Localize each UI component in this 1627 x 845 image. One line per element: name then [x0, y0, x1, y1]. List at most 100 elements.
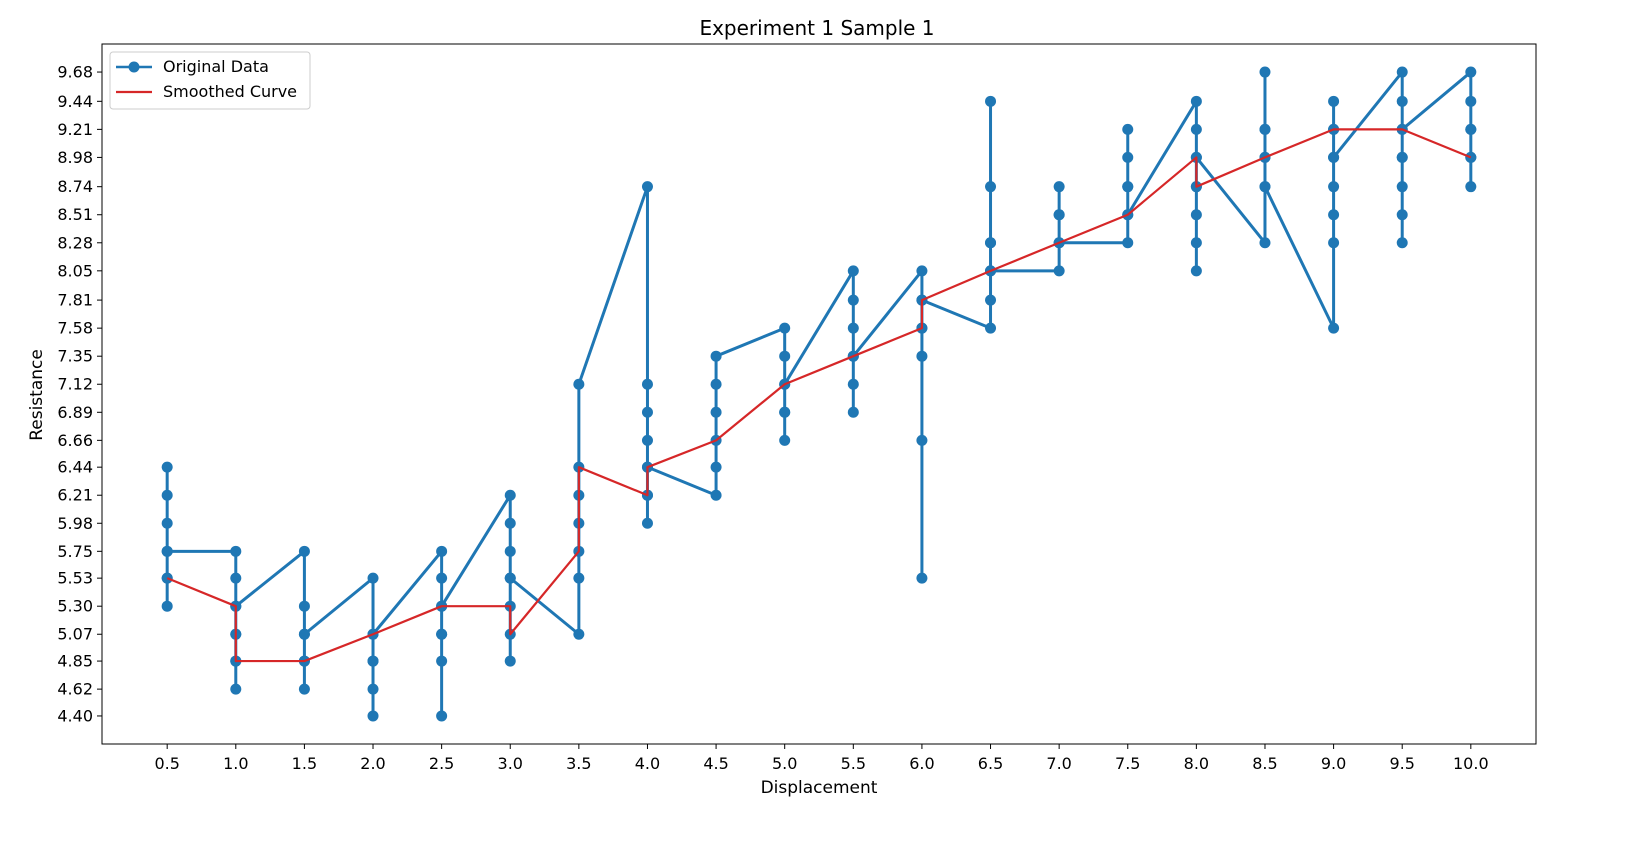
data-point: [1122, 237, 1134, 249]
data-point: [1328, 151, 1340, 163]
data-point: [230, 683, 242, 695]
plot-frame: [101, 43, 1537, 745]
data-point: [916, 265, 928, 277]
data-point: [367, 655, 379, 667]
data-point: [298, 545, 310, 557]
data-point: [1190, 265, 1202, 277]
y-tick-label: 8.51: [57, 205, 93, 224]
data-point: [916, 572, 928, 584]
data-point: [436, 655, 448, 667]
series-line-original-data: [165, 70, 1473, 718]
data-point: [710, 406, 722, 418]
data-point: [436, 572, 448, 584]
data-point: [298, 600, 310, 612]
x-tick-label: 8.5: [1252, 754, 1277, 773]
data-point: [1053, 209, 1065, 221]
data-point: [573, 628, 585, 640]
data-point: [916, 350, 928, 362]
data-point: [504, 517, 516, 529]
data-point: [985, 294, 997, 306]
data-point: [1328, 209, 1340, 221]
data-point: [847, 406, 859, 418]
x-tick-label: 6.0: [909, 754, 934, 773]
data-point: [710, 378, 722, 390]
y-tick-label: 7.35: [57, 347, 93, 366]
data-point: [573, 378, 585, 390]
data-point: [1328, 322, 1340, 334]
x-tick-label: 7.0: [1046, 754, 1071, 773]
data-point: [847, 294, 859, 306]
y-tick-label: 6.21: [57, 486, 93, 505]
x-tick-label: 4.5: [703, 754, 728, 773]
data-point: [230, 572, 242, 584]
legend-smoothed-label: Smoothed Curve: [163, 82, 297, 101]
x-tick-label: 2.0: [360, 754, 385, 773]
data-point: [1053, 181, 1065, 193]
data-point: [985, 237, 997, 249]
data-point: [367, 683, 379, 695]
data-point: [1259, 181, 1271, 193]
x-tick-label: 3.0: [498, 754, 523, 773]
data-point: [847, 378, 859, 390]
data-point: [298, 683, 310, 695]
data-point: [1190, 237, 1202, 249]
data-point: [1396, 95, 1408, 107]
data-point: [1190, 123, 1202, 135]
data-point: [504, 489, 516, 501]
y-tick-label: 5.30: [57, 597, 93, 616]
x-tick-label: 4.0: [635, 754, 660, 773]
y-axis-label: Resistance: [27, 349, 47, 441]
data-point: [298, 628, 310, 640]
y-tick-label: 8.28: [57, 233, 93, 252]
data-point: [1396, 237, 1408, 249]
data-point: [1465, 181, 1477, 193]
y-tick-label: 7.81: [57, 291, 93, 310]
data-point: [1259, 66, 1271, 78]
y-tick-label: 6.66: [57, 431, 93, 450]
x-tick-label: 9.5: [1389, 754, 1414, 773]
y-tick-label: 4.85: [57, 652, 93, 671]
legend: Original Data Smoothed Curve: [109, 51, 311, 110]
data-point: [710, 350, 722, 362]
x-tick-label: 5.0: [772, 754, 797, 773]
data-point: [641, 434, 653, 446]
x-axis-ticks: 0.5 1.0 1.5 2.0 2.5 3.0 3.5 4.0 4.5 5.0 5.5 6.0 6.5 7…: [154, 744, 1489, 773]
data-point: [1259, 123, 1271, 135]
data-point: [710, 489, 722, 501]
data-point: [1465, 66, 1477, 78]
data-point: [161, 545, 173, 557]
x-tick-label: 1.5: [292, 754, 317, 773]
chart-title: Experiment 1 Sample 1: [699, 16, 934, 40]
data-point: [1122, 151, 1134, 163]
y-tick-label: 6.89: [57, 403, 93, 422]
y-tick-label: 8.05: [57, 261, 93, 280]
x-tick-label: 5.5: [841, 754, 866, 773]
y-tick-label: 7.58: [57, 319, 93, 338]
data-point: [779, 322, 791, 334]
data-point: [504, 572, 516, 584]
legend-box: [109, 51, 311, 110]
y-tick-label: 9.68: [57, 63, 93, 82]
data-point: [710, 461, 722, 473]
y-tick-label: 8.74: [57, 177, 93, 196]
legend-original-label: Original Data: [163, 57, 269, 76]
y-axis-ticks: 4.40 4.62 4.85 5.07 5.30 5.53 5.75 5.98 6.21 6.44…: [57, 63, 102, 725]
x-tick-label: 6.5: [978, 754, 1003, 773]
y-tick-label: 5.98: [57, 514, 93, 533]
data-point: [1328, 237, 1340, 249]
x-tick-label: 9.0: [1321, 754, 1346, 773]
data-point: [573, 572, 585, 584]
data-point: [847, 265, 859, 277]
data-point: [1396, 66, 1408, 78]
series-layer: [161, 66, 1477, 722]
y-tick-label: 5.53: [57, 569, 93, 588]
data-point: [504, 545, 516, 557]
data-point: [779, 350, 791, 362]
data-point: [367, 710, 379, 722]
data-point: [1465, 151, 1477, 163]
x-tick-label: 1.0: [223, 754, 248, 773]
x-tick-label: 2.5: [429, 754, 454, 773]
data-point: [641, 517, 653, 529]
data-point: [916, 434, 928, 446]
